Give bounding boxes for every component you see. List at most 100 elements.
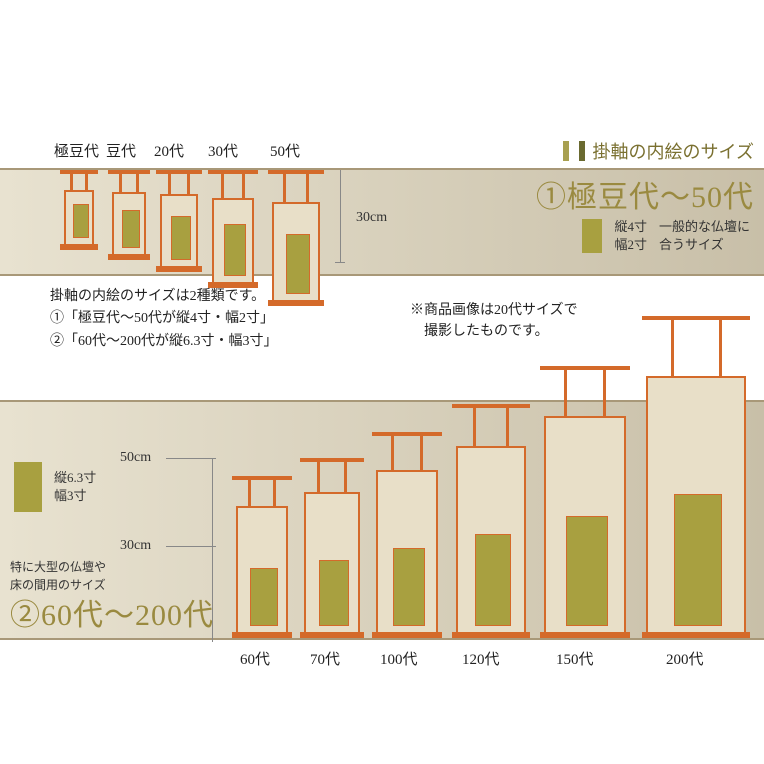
series2-title: ②60代～200代 xyxy=(10,590,214,634)
scroll-mount xyxy=(236,506,288,638)
series1-labels: 極豆代 豆代 20代 30代 50代 xyxy=(0,140,764,164)
size-label: 50代 xyxy=(270,140,300,161)
scroll-strap xyxy=(473,408,476,446)
scroll-bottom-rod xyxy=(642,632,750,638)
scroll-bottom-rod xyxy=(156,266,202,272)
scroll-bottom-rod xyxy=(232,632,292,638)
scroll-bottom-rod xyxy=(60,244,98,250)
swatch-note-line: 一般的な仏壇に xyxy=(659,218,750,236)
size-label: 120代 xyxy=(462,648,500,669)
text-line: 掛軸の内絵のサイズは2種類です。 xyxy=(50,286,278,308)
scroll-mount xyxy=(272,202,320,306)
scroll-strap xyxy=(420,436,423,470)
hanging-scroll xyxy=(540,366,630,638)
series2-labels: 60代 70代 100代 120代 150代 200代 xyxy=(0,648,764,672)
scroll-strap xyxy=(119,174,122,192)
scroll-mount xyxy=(304,492,360,638)
scroll-strap xyxy=(719,320,722,376)
scroll-strap xyxy=(136,174,139,192)
scroll-strap xyxy=(391,436,394,470)
scroll-bottom-rod xyxy=(540,632,630,638)
scroll-top-rod xyxy=(108,170,150,174)
guide-tick xyxy=(166,458,216,459)
scroll-strap xyxy=(564,370,567,416)
text-line: ②「60代～200代が縦6.3寸・幅3寸」 xyxy=(50,331,278,353)
scroll-strap xyxy=(603,370,606,416)
swatch-tate: 縦6.3寸 xyxy=(54,469,96,487)
scroll-strap xyxy=(283,174,286,202)
scroll-top-rod xyxy=(372,432,442,436)
size-label: 極豆代 xyxy=(54,140,99,161)
guide-label: 30cm xyxy=(356,210,387,226)
scroll-bottom-rod xyxy=(300,632,364,638)
scroll-inner xyxy=(674,494,722,626)
swatch-tate: 縦4寸 xyxy=(614,218,647,236)
swatch-dimensions: 縦6.3寸 幅3寸 xyxy=(54,469,96,505)
scroll-inner xyxy=(73,204,89,238)
scroll-top-rod xyxy=(208,170,258,174)
scroll-strap xyxy=(248,480,251,506)
swatch-note: 一般的な仏壇に 合うサイズ xyxy=(659,218,750,254)
scroll-top-rod xyxy=(268,170,324,174)
series2-note: 特に大型の仏壇や 床の間用のサイズ xyxy=(10,558,106,594)
swatch-icon xyxy=(14,462,42,512)
scroll-strap xyxy=(242,174,245,198)
guide-label: 50cm xyxy=(120,450,151,466)
guide-tick xyxy=(340,170,341,262)
scroll-top-rod xyxy=(156,170,202,174)
guide-tick xyxy=(166,546,216,547)
hanging-scroll xyxy=(300,458,364,638)
text-line: 特に大型の仏壇や xyxy=(10,558,106,576)
scroll-top-rod xyxy=(540,366,630,370)
scroll-mount xyxy=(456,446,526,638)
swatch-note-line: 合うサイズ xyxy=(659,236,750,254)
scroll-mount xyxy=(212,198,254,288)
hanging-scroll xyxy=(642,316,750,638)
hanging-scroll xyxy=(452,404,530,638)
size-label: 20代 xyxy=(154,140,184,161)
scroll-bottom-rod xyxy=(452,632,530,638)
scroll-strap xyxy=(85,174,88,190)
hanging-scroll xyxy=(156,170,202,272)
scroll-inner xyxy=(286,234,310,294)
scroll-mount xyxy=(376,470,438,638)
scroll-strap xyxy=(306,174,309,202)
scroll-strap xyxy=(671,320,674,376)
text-line: ※商品画像は20代サイズで xyxy=(410,300,578,321)
guide-tick xyxy=(335,262,345,263)
hanging-scroll xyxy=(208,170,258,288)
size-label: 30代 xyxy=(208,140,238,161)
scroll-inner xyxy=(171,216,191,260)
scroll-inner xyxy=(250,568,278,626)
scroll-top-rod xyxy=(300,458,364,462)
guide-label: 30cm xyxy=(120,538,151,554)
scroll-strap xyxy=(344,462,347,492)
scroll-mount xyxy=(544,416,626,638)
size-label: 200代 xyxy=(666,648,704,669)
swatch-dimensions: 縦4寸 幅2寸 xyxy=(614,218,647,254)
text-line: 撮影したものです。 xyxy=(410,321,578,342)
swatch-haba: 幅2寸 xyxy=(614,236,647,254)
scroll-bottom-rod xyxy=(108,254,150,260)
scroll-top-rod xyxy=(452,404,530,408)
series1-swatch: 縦4寸 幅2寸 一般的な仏壇に 合うサイズ xyxy=(582,218,750,254)
scroll-inner xyxy=(122,210,140,248)
swatch-icon xyxy=(582,219,602,253)
hanging-scroll xyxy=(232,476,292,638)
scroll-inner xyxy=(319,560,349,626)
scroll-mount xyxy=(160,194,198,272)
size-label: 豆代 xyxy=(106,140,136,161)
scroll-inner xyxy=(393,548,425,626)
hanging-scroll xyxy=(60,170,98,250)
scroll-mount xyxy=(112,192,146,260)
size-label: 70代 xyxy=(310,648,340,669)
hanging-scroll xyxy=(372,432,442,638)
scroll-strap xyxy=(317,462,320,492)
series2-swatch: 縦6.3寸 幅3寸 xyxy=(14,462,96,512)
size-label: 150代 xyxy=(556,648,594,669)
image-note: ※商品画像は20代サイズで 撮影したものです。 xyxy=(410,300,578,342)
text-line: ①「極豆代～50代が縦4寸・幅2寸」 xyxy=(50,308,278,330)
scroll-bottom-rod xyxy=(372,632,442,638)
scroll-strap xyxy=(221,174,224,198)
scroll-strap xyxy=(506,408,509,446)
